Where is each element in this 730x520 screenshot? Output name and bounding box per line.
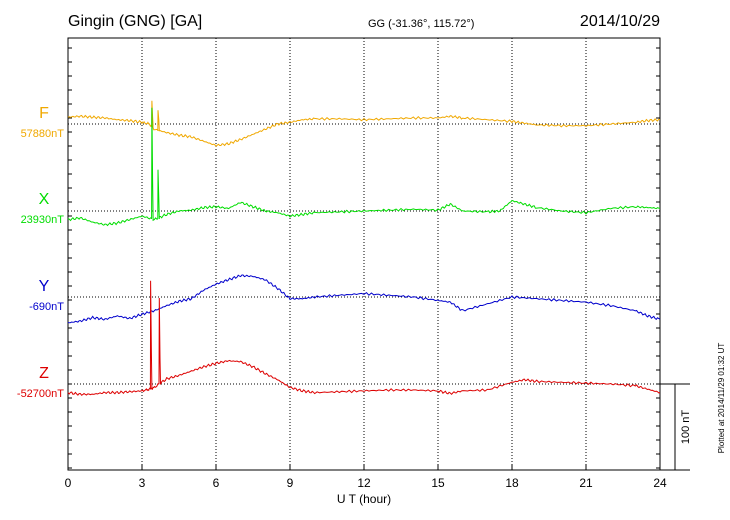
x-tick-label: 9 — [287, 476, 294, 490]
series-baseline-f: 57880nT — [21, 128, 65, 140]
coords-label: GG (-31.36°, 115.72°) — [368, 18, 474, 30]
x-tick-label: 15 — [431, 476, 445, 490]
scale-bar: 100 nT — [660, 383, 692, 471]
series-baseline-z: -52700nT — [17, 388, 64, 400]
series-line-z — [67, 280, 661, 396]
series-baseline-y: -690nT — [29, 301, 64, 313]
x-tick-label: 6 — [213, 476, 220, 490]
series-baseline-x: 23930nT — [21, 214, 65, 226]
series-labels: F 57880nT X 23930nT Y -690nT Z -52700nT — [17, 105, 64, 400]
x-tick-label: 21 — [579, 476, 593, 490]
series-name-x: X — [39, 191, 50, 208]
x-tick-label: 0 — [65, 476, 72, 490]
series-name-y: Y — [39, 278, 50, 295]
series-group — [67, 100, 661, 396]
x-tick-label: 24 — [653, 476, 667, 490]
series-line-f — [67, 100, 661, 147]
series-line-x — [67, 107, 661, 227]
station-title: Gingin (GNG) [GA] — [68, 13, 202, 30]
scale-bar-label: 100 nT — [680, 410, 692, 445]
x-axis-ticks: 0 3 6 9 12 15 18 21 24 — [65, 47, 667, 490]
x-tick-label: 18 — [505, 476, 519, 490]
x-axis-title: U T (hour) — [337, 492, 391, 506]
date-label: 2014/10/29 — [580, 13, 660, 30]
series-name-z: Z — [39, 365, 49, 382]
series-name-f: F — [39, 105, 49, 122]
plotted-note: Plotted at 2014/11/29 01:32 UT — [717, 343, 726, 454]
x-tick-label: 12 — [357, 476, 371, 490]
series-line-y — [67, 274, 661, 324]
x-tick-label: 3 — [139, 476, 146, 490]
grid-lines — [68, 38, 660, 470]
